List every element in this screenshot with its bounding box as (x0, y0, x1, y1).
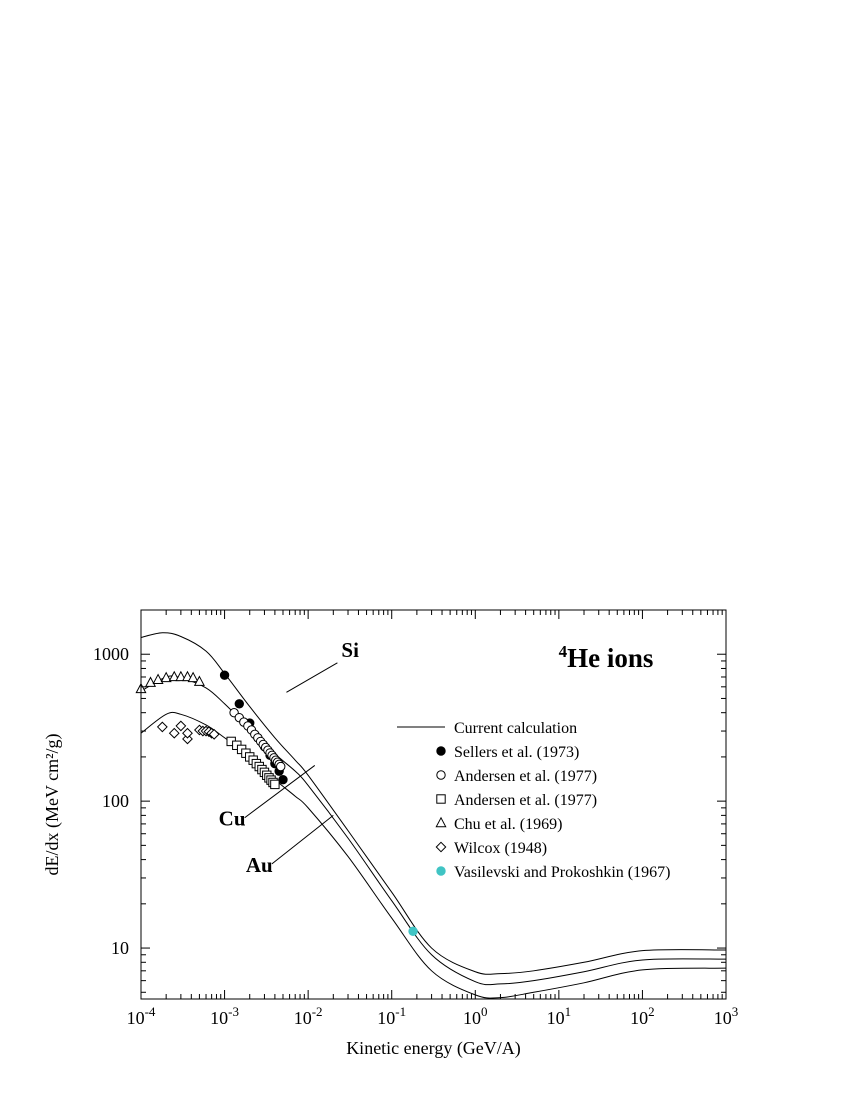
legend-swatch-open-triangle (435, 816, 447, 828)
leader-line-si (286, 662, 338, 693)
legend-label: Wilcox (1948) (454, 840, 547, 857)
legend-swatch-open-circle (436, 770, 446, 780)
x-tick-label: 100 (463, 1004, 488, 1028)
y-tick-label: 1000 (93, 644, 129, 664)
legend-swatch-filled-circle (436, 866, 446, 876)
legend-label: Sellers et al. (1973) (454, 744, 579, 761)
data-point-chu-et-al-1969-open-triangle (187, 671, 199, 683)
data-point-sellers-et-al-1973-filled-circle (234, 699, 244, 709)
y-tick-label: 100 (102, 791, 129, 811)
x-tick-label: 10-1 (377, 1004, 406, 1028)
curve-au (140, 711, 727, 999)
legend-label: Current calculation (454, 720, 577, 737)
data-point-sellers-et-al-1973-filled-circle (278, 774, 288, 785)
tick-labels: 10-4 10-3 10-2 10-1 100 101 102 103 10 100 1000 (93, 644, 738, 1028)
curve-label-au: Au (246, 853, 273, 877)
data-point-wilcox-1948-open-diamond (168, 727, 180, 739)
data-point-wilcox-1948-open-diamond (156, 721, 168, 733)
data-point-sellers-et-al-1973-filled-circle (219, 670, 230, 680)
legend-entry-sellers-et-al-1973: Sellers et al. (1973) (436, 744, 579, 761)
data-point-wilcox-1948-open-diamond (208, 728, 220, 740)
calculation-curves (140, 632, 727, 999)
legend-swatch-open-diamond (435, 841, 447, 853)
curve-label-si: Si (341, 638, 359, 662)
legend-swatch-open-square (436, 794, 446, 804)
x-tick-label: 102 (630, 1004, 655, 1028)
data-point-wilcox-1948-open-diamond (182, 727, 193, 739)
data-point-chu-et-al-1969-open-triangle (152, 673, 164, 684)
legend-label: Andersen et al. (1977) (454, 768, 597, 785)
leader-line-au (271, 814, 334, 865)
data-point-andersen-et-al-1977-open-circle (276, 761, 286, 772)
legend-entry-vasilevski-and-prokoshkin-1967: Vasilevski and Prokoshkin (1967) (436, 864, 670, 881)
chart-title-text: He ions (567, 643, 653, 673)
data-point-vasilevski-and-prokoshkin-1967-filled-circle (408, 926, 418, 937)
data-point-chu-et-al-1969-open-triangle (168, 670, 180, 682)
data-point-chu-et-al-1969-open-triangle (160, 671, 172, 683)
y-tick-label: 10 (111, 938, 129, 958)
data-point-andersen-et-al-1977-open-square (270, 779, 280, 790)
x-tick-label: 103 (714, 1004, 739, 1028)
y-axis-title: dE/dx (MeV cm²/g) (42, 733, 63, 875)
chart-title-superscript: 4 (559, 642, 568, 661)
data-point-chu-et-al-1969-open-triangle (193, 675, 205, 686)
legend-label: Chu et al. (1969) (454, 816, 562, 833)
legend-entry-andersen-et-al-1977: Andersen et al. (1977) (436, 792, 597, 809)
legend-entry-chu-et-al-1969: Chu et al. (1969) (435, 816, 562, 833)
curve-si (140, 632, 727, 975)
legend-label: Andersen et al. (1977) (454, 792, 597, 809)
legend-entry-andersen-et-al-1977: Andersen et al. (1977) (436, 768, 597, 785)
x-tick-label: 10-2 (294, 1004, 323, 1028)
axis-ticks (140, 609, 727, 999)
data-point-chu-et-al-1969-open-triangle (175, 670, 187, 682)
legend-swatch-filled-circle (436, 746, 446, 756)
x-tick-label: 10-4 (127, 1004, 156, 1028)
data-markers (135, 670, 418, 937)
curve-label-cu: Cu (219, 807, 246, 831)
x-axis-title: Kinetic energy (GeV/A) (346, 1038, 521, 1059)
x-tick-label: 10-3 (210, 1004, 239, 1028)
data-point-wilcox-1948-open-diamond (175, 720, 187, 732)
data-point-chu-et-al-1969-open-triangle (144, 676, 157, 687)
legend-entry-wilcox-1948: Wilcox (1948) (435, 840, 547, 857)
plot-frame (140, 609, 727, 1000)
data-point-wilcox-1948-open-diamond (182, 733, 193, 745)
x-tick-label: 101 (547, 1004, 572, 1028)
curve-cu (140, 675, 727, 986)
legend-entry-current-calculation: Current calculation (397, 720, 577, 737)
legend-label: Vasilevski and Prokoshkin (1967) (454, 864, 670, 881)
legend: Current calculation Sellers et al. (1973)… (397, 720, 670, 881)
chart-title: 4He ions (559, 642, 654, 673)
leader-line-cu (244, 765, 316, 819)
